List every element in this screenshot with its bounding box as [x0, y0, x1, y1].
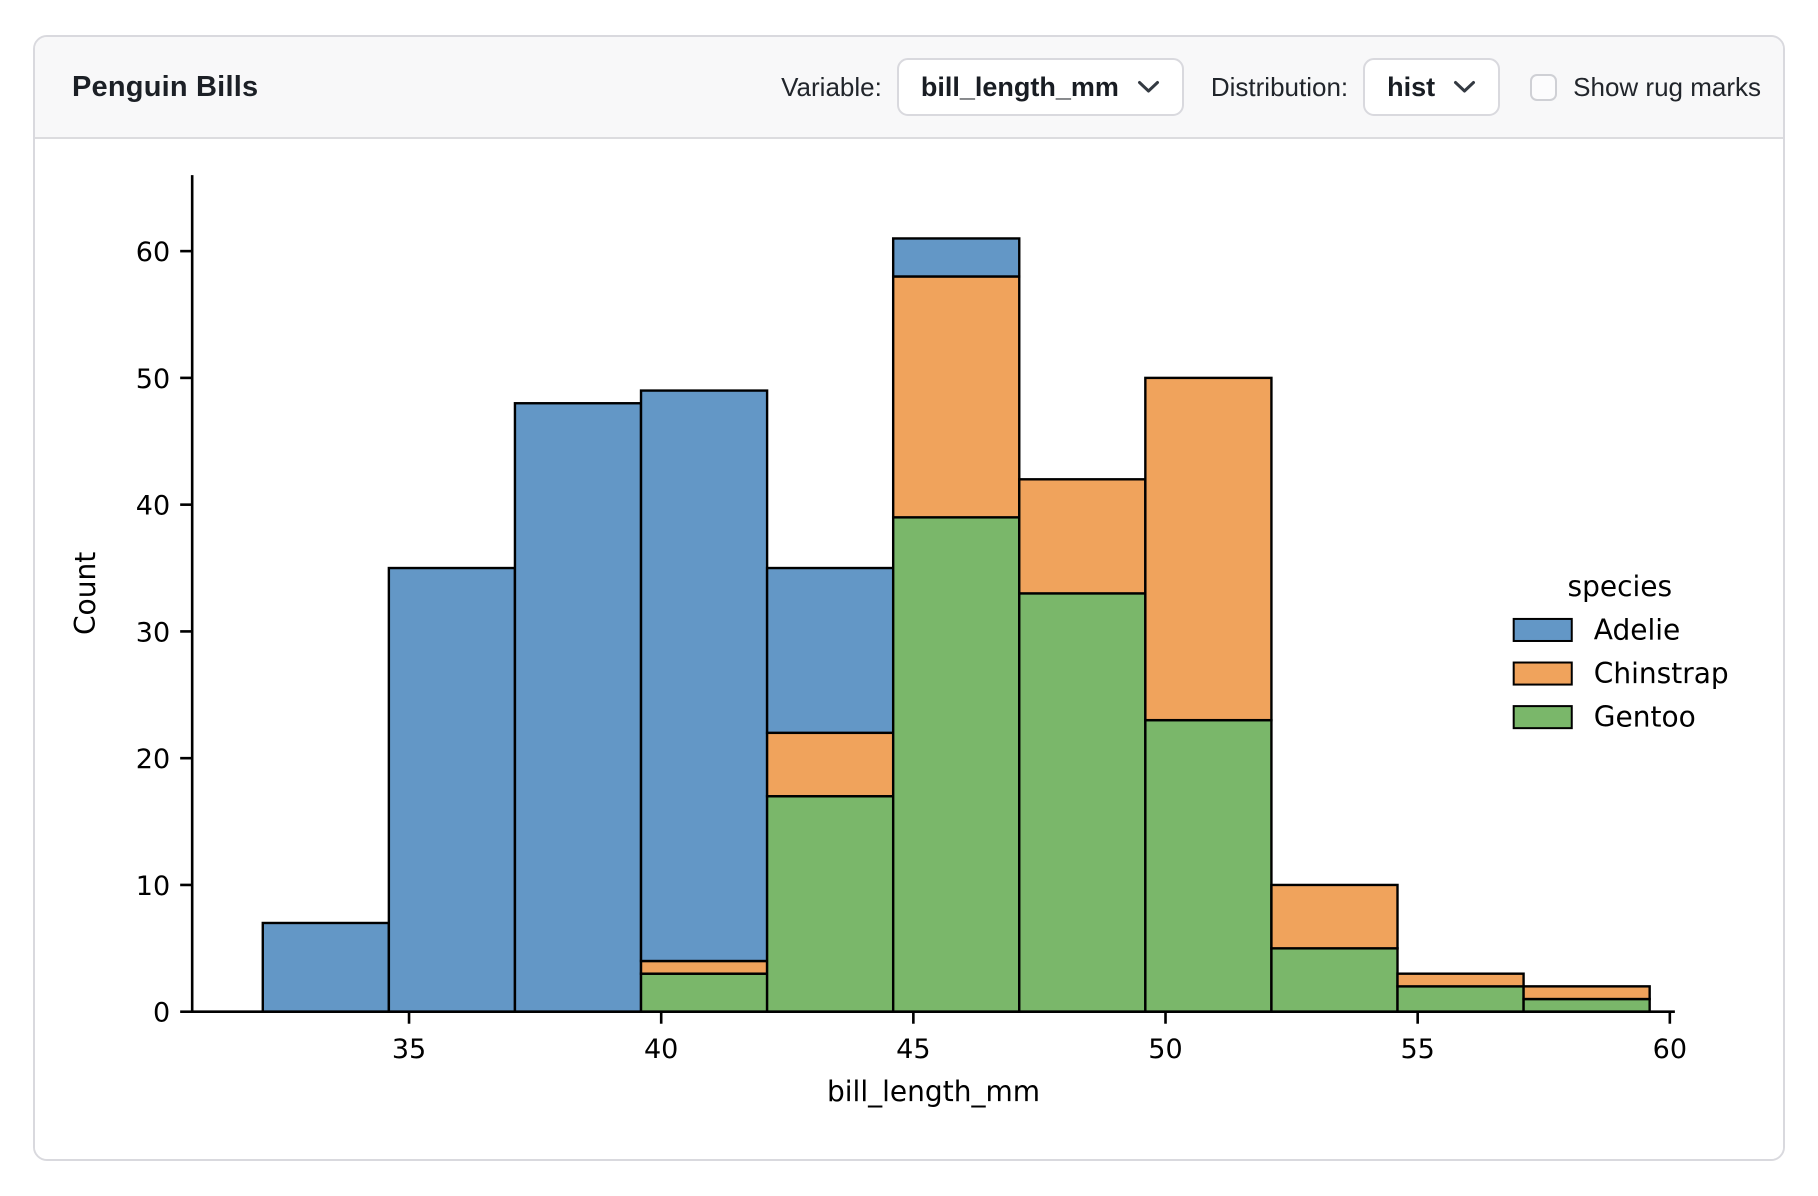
bar-segment-adelie-bin0	[261, 921, 391, 1013]
x-tick-label: 40	[644, 1034, 678, 1065]
bar-segment-adelie-bin4	[765, 566, 895, 735]
bar-segment-chinstrap-bin10	[1522, 985, 1651, 1001]
page-title: Penguin Bills	[72, 70, 259, 103]
variable-select-value: bill_length_mm	[920, 71, 1119, 102]
bar-segment-adelie-bin1	[387, 566, 517, 1013]
bar-segment-chinstrap-bin7	[1144, 376, 1273, 722]
bar-segment-chinstrap-bin4	[765, 731, 895, 798]
distribution-select[interactable]: hist	[1363, 58, 1501, 116]
legend-title: species	[1567, 570, 1672, 603]
legend-label-gentoo: Gentoo	[1594, 701, 1696, 734]
bar-segment-chinstrap-bin6	[1018, 478, 1147, 595]
chevron-down-icon	[1454, 81, 1476, 93]
bar-segment-chinstrap-bin9	[1396, 972, 1525, 988]
bar-segment-adelie-bin5	[891, 237, 1021, 278]
variable-select[interactable]: bill_length_mm	[896, 58, 1184, 116]
chart-area: 35 40 45 50 55 60 0 10 20 30 40 50 60 bill_length_mm C…	[35, 139, 1783, 1159]
bar-segment-adelie-bin3	[639, 389, 769, 963]
y-tick-label: 0	[153, 998, 170, 1029]
y-tick-label: 60	[136, 237, 170, 268]
x-tick-label: 55	[1400, 1034, 1434, 1065]
y-axis-label: Count	[69, 552, 102, 635]
bar-segment-chinstrap-bin3	[639, 959, 769, 975]
distribution-label: Distribution:	[1210, 71, 1349, 102]
legend-swatch-chinstrap	[1512, 661, 1573, 686]
app-card: Penguin Bills Variable: bill_length_mm D…	[33, 35, 1785, 1161]
x-tick-label: 50	[1148, 1034, 1182, 1065]
y-tick-label: 50	[136, 364, 170, 395]
header-controls: Variable: bill_length_mm Distribution: h…	[781, 58, 1761, 116]
histogram-chart: 35 40 45 50 55 60 0 10 20 30 40 50 60 bill_length_mm C…	[69, 175, 1729, 1108]
variable-label: Variable:	[781, 71, 882, 102]
legend-swatch-gentoo	[1512, 705, 1573, 730]
distribution-select-value: hist	[1387, 71, 1436, 102]
bar-segment-chinstrap-bin8	[1270, 883, 1399, 950]
x-axis-label: bill_length_mm	[827, 1075, 1040, 1108]
y-tick-label: 10	[136, 871, 170, 902]
bar-segment-chinstrap-bin5	[891, 275, 1021, 519]
y-tick-label: 20	[136, 744, 170, 775]
bar-segment-gentoo-bin10	[1522, 997, 1651, 1013]
bar-segment-gentoo-bin8	[1270, 947, 1399, 1013]
x-tick-label: 60	[1653, 1034, 1687, 1065]
bar-segment-gentoo-bin5	[891, 516, 1021, 1013]
bar-segment-gentoo-bin4	[765, 795, 895, 1013]
chevron-down-icon	[1137, 81, 1159, 93]
x-tick-label: 35	[392, 1034, 426, 1065]
y-tick-label: 30	[136, 617, 170, 648]
show-rug-checkbox[interactable]	[1530, 73, 1558, 101]
legend-label-adelie: Adelie	[1594, 613, 1681, 646]
legend-swatch-adelie	[1512, 617, 1573, 642]
bar-segment-gentoo-bin7	[1144, 718, 1273, 1013]
y-tick-label: 40	[136, 491, 170, 522]
bar-segment-adelie-bin2	[513, 402, 643, 1013]
legend-label-chinstrap: Chinstrap	[1594, 657, 1729, 690]
card-header: Penguin Bills Variable: bill_length_mm D…	[35, 37, 1783, 139]
bar-segment-gentoo-bin3	[639, 972, 769, 1013]
bar-segment-gentoo-bin9	[1396, 985, 1525, 1013]
x-tick-label: 45	[896, 1034, 930, 1065]
show-rug-label: Show rug marks	[1573, 71, 1761, 102]
bar-segment-gentoo-bin6	[1018, 592, 1147, 1013]
